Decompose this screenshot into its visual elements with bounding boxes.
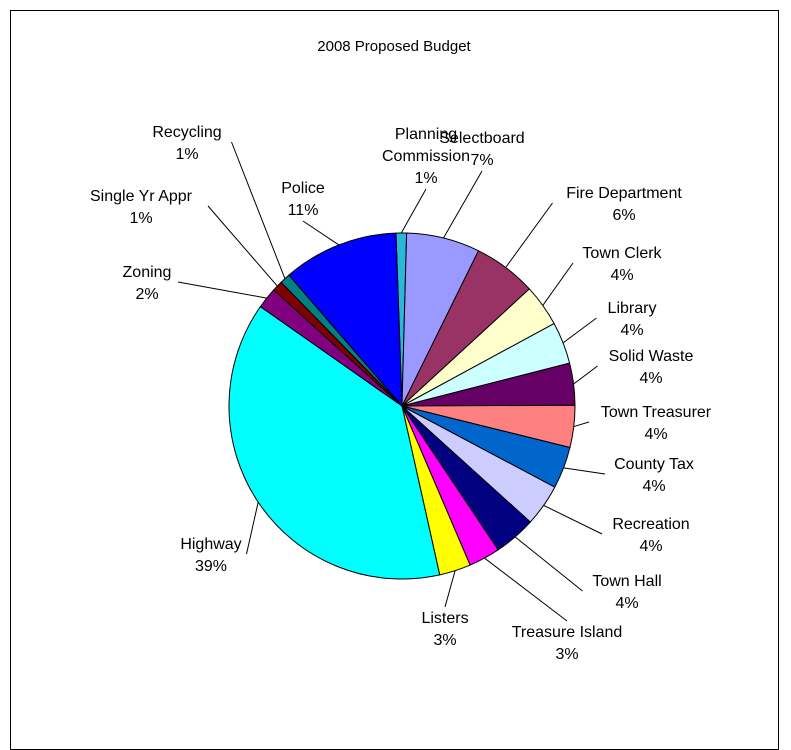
chart-frame: 2008 Proposed Budget Planning Commission 1… bbox=[10, 10, 779, 750]
slice-label-town-clerk: Town Clerk 4% bbox=[582, 245, 662, 284]
pie-slice-highway bbox=[228, 305, 441, 580]
leader-line-recreation bbox=[543, 504, 603, 535]
leader-line-zoning bbox=[177, 281, 267, 299]
pie-slices bbox=[228, 232, 576, 580]
slice-labels: Planning Commission 1%Selectboard 7% Fire De… bbox=[90, 124, 712, 663]
slice-label-library: Library 4% bbox=[608, 300, 657, 339]
leader-line-treasure-island bbox=[484, 557, 568, 622]
slice-label-county-tax: County Tax 4% bbox=[614, 456, 694, 495]
leader-line-solid-waste bbox=[573, 365, 598, 385]
slice-label-recreation: Recreation 4% bbox=[612, 516, 689, 555]
leader-line-single-yr-appr bbox=[207, 205, 278, 287]
leader-line-listers bbox=[444, 570, 456, 608]
slice-label-fire-department: Fire Department 6% bbox=[566, 185, 682, 224]
slice-label-listers: Listers 3% bbox=[421, 610, 468, 649]
leader-line-town-clerk bbox=[542, 262, 574, 306]
leader-line-town-treasurer bbox=[573, 421, 590, 428]
leader-line-selectboard bbox=[443, 170, 483, 239]
leader-line-town-hall bbox=[514, 536, 583, 592]
leader-line-planning-commission bbox=[400, 188, 427, 234]
slice-label-planning-commission: Planning Commission 1% bbox=[382, 126, 470, 187]
leader-line-fire-department bbox=[505, 202, 553, 268]
slice-label-solid-waste: Solid Waste 4% bbox=[609, 348, 694, 387]
slice-label-town-treasurer: Town Treasurer 4% bbox=[601, 404, 712, 443]
slice-label-highway: Highway 39% bbox=[180, 536, 241, 575]
slice-label-zoning: Zoning 2% bbox=[123, 264, 172, 303]
pie-slice-police bbox=[288, 232, 403, 408]
slice-label-police: Police 11% bbox=[281, 180, 325, 219]
slice-label-selectboard: Selectboard 7% bbox=[439, 130, 524, 169]
leader-line-highway bbox=[246, 502, 259, 555]
slice-label-treasure-island: Treasure Island 3% bbox=[512, 624, 623, 663]
pie-chart: 2008 Proposed Budget Planning Commission 1… bbox=[90, 38, 712, 663]
slice-label-single-yr-appr: Single Yr Appr 1% bbox=[90, 188, 193, 227]
leader-lines bbox=[177, 141, 606, 622]
slice-label-recycling: Recycling 1% bbox=[152, 124, 221, 163]
leader-line-county-tax bbox=[563, 467, 606, 475]
leader-line-recycling bbox=[231, 141, 286, 279]
leader-line-police bbox=[302, 220, 340, 246]
slice-label-town-hall: Town Hall 4% bbox=[592, 573, 661, 612]
leader-line-library bbox=[562, 317, 597, 344]
chart-title: 2008 Proposed Budget bbox=[317, 38, 471, 55]
